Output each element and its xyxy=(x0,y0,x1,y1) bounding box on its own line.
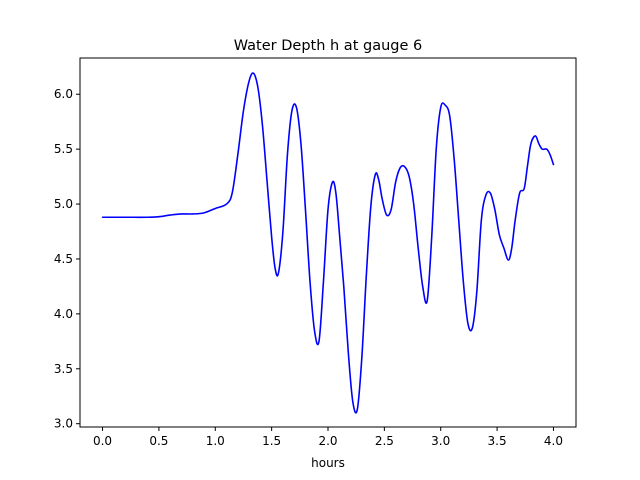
x-tick-label: 1.0 xyxy=(206,434,225,448)
x-axis: 0.0 0.5 1.0 1.5 2.0 2.5 3.0 3.5 4.0 xyxy=(93,427,563,448)
y-tick-label: 4.0 xyxy=(54,307,73,321)
x-tick-label: 2.5 xyxy=(375,434,394,448)
x-tick-label: 1.5 xyxy=(262,434,281,448)
x-axis-title: hours xyxy=(311,456,345,470)
x-tick-label: 3.0 xyxy=(431,434,450,448)
y-tick-label: 5.5 xyxy=(54,142,73,156)
y-tick-label: 5.0 xyxy=(54,197,73,211)
x-tick-label: 3.5 xyxy=(488,434,507,448)
x-tick-label: 0.5 xyxy=(149,434,168,448)
plot-area xyxy=(101,72,555,414)
y-tick-label: 3.5 xyxy=(54,362,73,376)
chart-title: Water Depth h at gauge 6 xyxy=(234,38,422,54)
series-line-0 xyxy=(101,72,555,414)
x-tick-label: 2.0 xyxy=(318,434,337,448)
y-tick-label: 4.5 xyxy=(54,252,73,266)
x-tick-label: 4.0 xyxy=(544,434,563,448)
y-tick-label: 6.0 xyxy=(54,87,73,101)
y-tick-label: 3.0 xyxy=(54,417,73,431)
y-axis: 3.0 3.5 4.0 4.5 5.0 5.5 6.0 xyxy=(54,87,80,431)
x-tick-label: 0.0 xyxy=(93,434,112,448)
